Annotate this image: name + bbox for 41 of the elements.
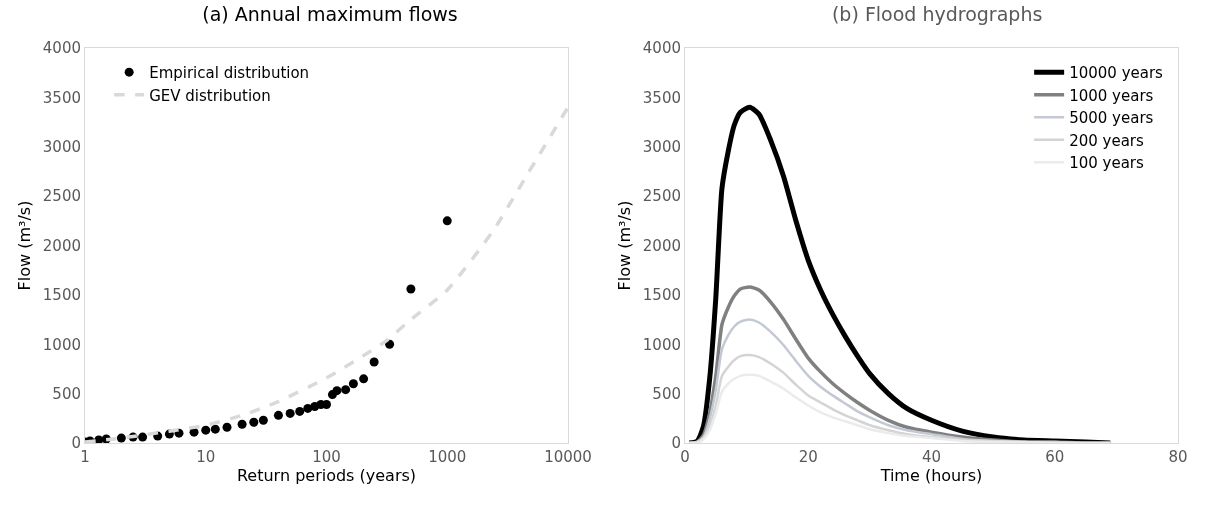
y-tick-label: 0 [671,434,681,453]
x-tick-label: 40 [921,448,942,466]
x-tick-label: 60 [1045,448,1065,466]
y-tick-label: 1500 [42,286,81,305]
y-tick-label: 3000 [42,138,81,156]
y-tick-label: 3000 [642,138,681,156]
y-tick-label: 500 [52,384,81,403]
chart-title: (b) Flood hydrographs [831,2,1043,25]
x-tick-label: 1 [80,448,90,466]
legend-label: Empirical distribution [149,64,310,82]
x-tick-label: 1000 [428,448,467,466]
legend-label: 100 years [1069,154,1144,172]
y-tick-label: 1000 [42,335,81,354]
y-axis-title: Flow (m³/s) [614,200,634,291]
x-tick-label: 80 [1168,448,1188,466]
x-tick-label: 20 [798,448,818,466]
x-tick-label: 10000 [544,448,592,466]
y-tick-label: 500 [652,384,681,403]
x-axis-title: Time (hours) [879,466,983,485]
x-axis-title: Return periods (years) [236,466,417,485]
y-tick-label: 2000 [42,236,81,255]
legend-label: 5000 years [1069,109,1154,127]
chart-title: (a) Annual maximum flows [202,2,458,25]
y-tick-label: 3500 [42,88,81,107]
legend-label: GEV distribution [149,86,271,105]
x-tick-label: 100 [312,448,341,466]
line-series [688,373,1112,443]
y-tick-label: 2000 [642,236,681,255]
y-tick-label: 4000 [42,39,81,58]
legend-label: 1000 years [1069,86,1154,105]
y-tick-label: 2500 [642,187,681,206]
y-tick-label: 4000 [642,39,681,58]
y-tick-label: 1000 [642,335,681,354]
y-tick-label: 2500 [42,187,81,206]
y-tick-label: 3500 [642,88,681,107]
y-axis-title: Flow (m³/s) [14,200,34,291]
legend-label: 200 years [1069,131,1144,150]
legend-label: 10000 years [1069,64,1164,82]
x-tick-label: 10 [196,448,216,466]
y-tick-label: 0 [71,434,81,453]
y-tick-label: 1500 [642,286,681,305]
